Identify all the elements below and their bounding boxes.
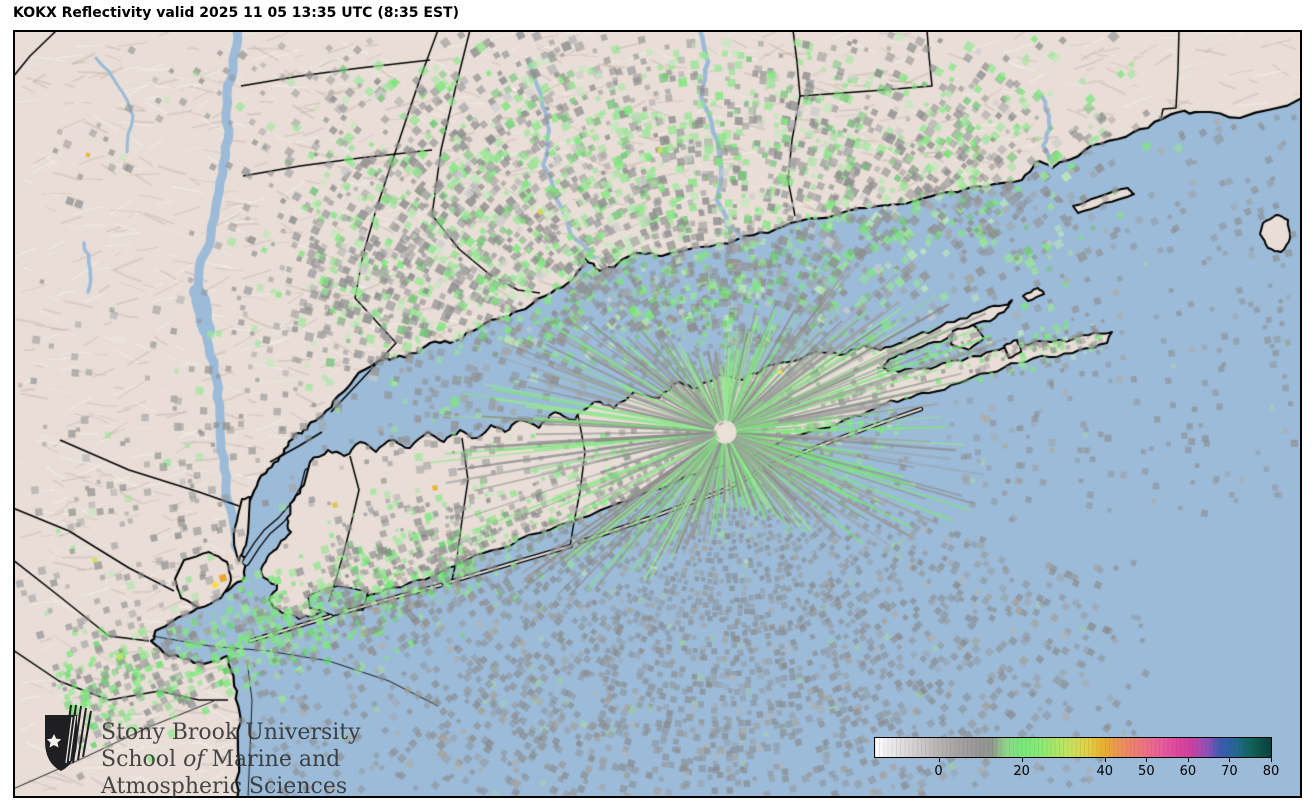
colorbar-tick: [1021, 757, 1023, 762]
radar-map-frame: [13, 30, 1302, 798]
colorbar-step-lines: [875, 738, 1271, 757]
colorbar-tick-label: 40: [1096, 764, 1114, 779]
attribution-line2: School of Marine and: [101, 747, 341, 772]
attribution-line3: Atmospheric Sciences: [101, 774, 348, 799]
attribution-line1: Stony Brook University: [101, 720, 361, 745]
attribution-block: Stony Brook University School of Marine …: [41, 701, 361, 800]
colorbar-tick: [1146, 757, 1148, 762]
colorbar-tick-label: 70: [1221, 764, 1238, 779]
colorbar-tick: [938, 757, 940, 762]
colorbar-tick-label: 0: [934, 764, 943, 779]
colorbar-tick: [1187, 757, 1189, 762]
stony-brook-shield-icon: [45, 704, 92, 771]
colorbar-tick: [1271, 757, 1272, 762]
figure-title: KOKX Reflectivity valid 2025 11 05 13:35…: [13, 5, 460, 21]
radar-map-canvas: [15, 32, 1300, 796]
colorbar-tick-label: 60: [1179, 764, 1197, 779]
colorbar-tick: [1229, 757, 1231, 762]
colorbar-tick: [1104, 757, 1106, 762]
attribution-text: Stony Brook University School of Marine …: [101, 719, 361, 800]
colorbar-tick-label: 50: [1138, 764, 1155, 779]
colorbar-tick-label: 20: [1013, 764, 1030, 779]
colorbar-tick-label: 80: [1262, 764, 1280, 779]
colorbar-gradient: [875, 738, 1271, 757]
reflectivity-colorbar: 0 20 40 50 60 70 80: [874, 737, 1279, 779]
